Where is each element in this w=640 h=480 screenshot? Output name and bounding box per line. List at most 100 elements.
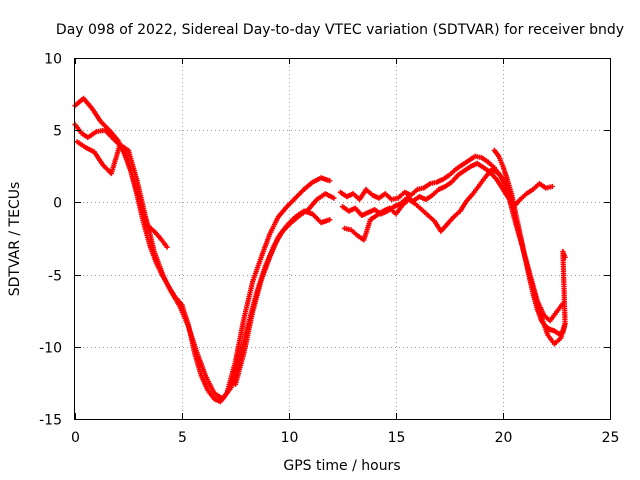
data-point-track-8	[496, 153, 505, 167]
data-point-track-3	[331, 195, 337, 201]
data-point-track-7	[342, 225, 352, 232]
data-point-track-6	[455, 169, 466, 178]
data-point-track-5	[485, 159, 496, 169]
data-point-track-3	[314, 192, 327, 203]
data-point-track-3	[177, 303, 191, 328]
data-point-track-2	[128, 168, 140, 196]
chart-title: Day 098 of 2022, Sidereal Day-to-day VTE…	[56, 22, 624, 38]
data-point-track-3	[322, 191, 335, 200]
data-point-track-3	[117, 142, 130, 152]
data-point-track-5	[408, 188, 419, 198]
data-point-track-6	[449, 173, 460, 185]
data-point-track-2	[102, 127, 115, 140]
data-point-track-4	[258, 256, 272, 283]
data-point-track-5	[376, 192, 387, 201]
data-point-track-4	[327, 217, 333, 223]
data-point-track-5	[395, 191, 406, 201]
data-point-track-2	[258, 233, 272, 260]
data-point-track-5	[472, 153, 483, 160]
data-point-track-5	[530, 182, 541, 192]
data-point-track-4	[232, 352, 247, 387]
data-point-track-8	[538, 318, 548, 328]
data-point-track-7	[393, 204, 404, 217]
data-point-track-3	[125, 147, 140, 182]
data-point-track-7	[419, 207, 430, 217]
x-tick-label: 20	[495, 430, 513, 446]
data-point-track-3	[202, 373, 216, 394]
data-point-track-8	[560, 322, 568, 335]
data-point-track-5	[427, 180, 438, 187]
data-point-track-7	[470, 184, 481, 197]
data-point-track-5	[517, 192, 528, 203]
data-point-track-7	[438, 222, 449, 234]
data-point-track-7	[367, 213, 378, 223]
data-point-track-2	[78, 130, 89, 139]
data-point-track-6	[442, 180, 453, 190]
data-point-track-4	[284, 215, 297, 229]
data-point-track-3	[168, 289, 182, 308]
data-point-track-5	[479, 155, 489, 164]
y-tick-labels: -15 -10 -5 0 5 10	[39, 52, 62, 429]
data-point-track-4	[250, 279, 264, 315]
data-point-track-4	[275, 224, 289, 240]
data-point-track-2	[85, 130, 98, 140]
data-point-track-2	[134, 192, 146, 224]
y-axis-label: SDTVAR / TECUs	[7, 182, 23, 297]
data-point-track-3	[211, 390, 224, 401]
data-point-track-7	[412, 201, 423, 211]
data-point-track-8	[517, 231, 527, 255]
data-point-track-7	[425, 212, 436, 223]
data-point-track-7	[387, 205, 397, 216]
data-point-track-6	[494, 176, 505, 191]
data-point-track-2	[211, 396, 222, 404]
data-point-track-7	[374, 209, 385, 218]
data-point-track-2	[140, 220, 152, 247]
data-point-track-4	[309, 211, 323, 224]
data-point-track-1	[158, 235, 169, 248]
data-point-track-5	[421, 182, 432, 191]
data-point-track-7	[399, 198, 410, 208]
data-point-track-8	[547, 326, 556, 333]
grid	[75, 58, 610, 419]
y-tick-label: 5	[53, 124, 62, 140]
data-point-track-2	[232, 317, 247, 364]
data-point-track-2	[284, 196, 297, 210]
data-point-track-8	[543, 324, 552, 332]
data-point-track-7	[553, 302, 565, 315]
data-point-track-7	[361, 219, 373, 243]
data-point-track-3	[185, 324, 199, 354]
data-point-track-1	[81, 95, 94, 110]
data-point-track-7	[476, 175, 488, 188]
data-point-track-8	[521, 251, 531, 276]
data-point-track-7	[489, 166, 500, 175]
data-point-track-5	[440, 173, 451, 182]
data-point-track-4	[241, 311, 255, 356]
data-point-track-7	[406, 196, 417, 206]
data-point-track-5	[549, 183, 555, 190]
data-point-track-6	[397, 196, 408, 207]
data-point-track-6	[339, 204, 350, 213]
data-point-track-5	[414, 185, 425, 192]
y-tick-label: -10	[39, 341, 62, 357]
x-tick-labels: 0 5 10 15 20 25	[71, 430, 619, 446]
plot-frame	[74, 58, 611, 420]
data-point-track-7	[483, 168, 494, 179]
data-point-track-3	[305, 198, 319, 213]
data-point-track-5	[453, 163, 464, 172]
data-point-track-8	[551, 328, 560, 336]
data-point-track-5	[543, 184, 553, 191]
data-point-track-7	[451, 209, 462, 220]
y-tick-label: -5	[48, 269, 62, 285]
data-point-track-7	[444, 215, 456, 227]
data-point-track-5	[466, 154, 477, 164]
data-point-track-3	[74, 139, 87, 149]
data-point-track-5	[536, 181, 547, 190]
x-tick-label: 25	[602, 430, 620, 446]
axis-ticks	[75, 58, 611, 420]
data-point-track-5	[523, 187, 534, 197]
data-point-track-8	[509, 191, 518, 215]
y-tick-label: 0	[53, 196, 62, 212]
data-point-track-8	[560, 248, 567, 258]
x-tick-label: 15	[388, 430, 406, 446]
